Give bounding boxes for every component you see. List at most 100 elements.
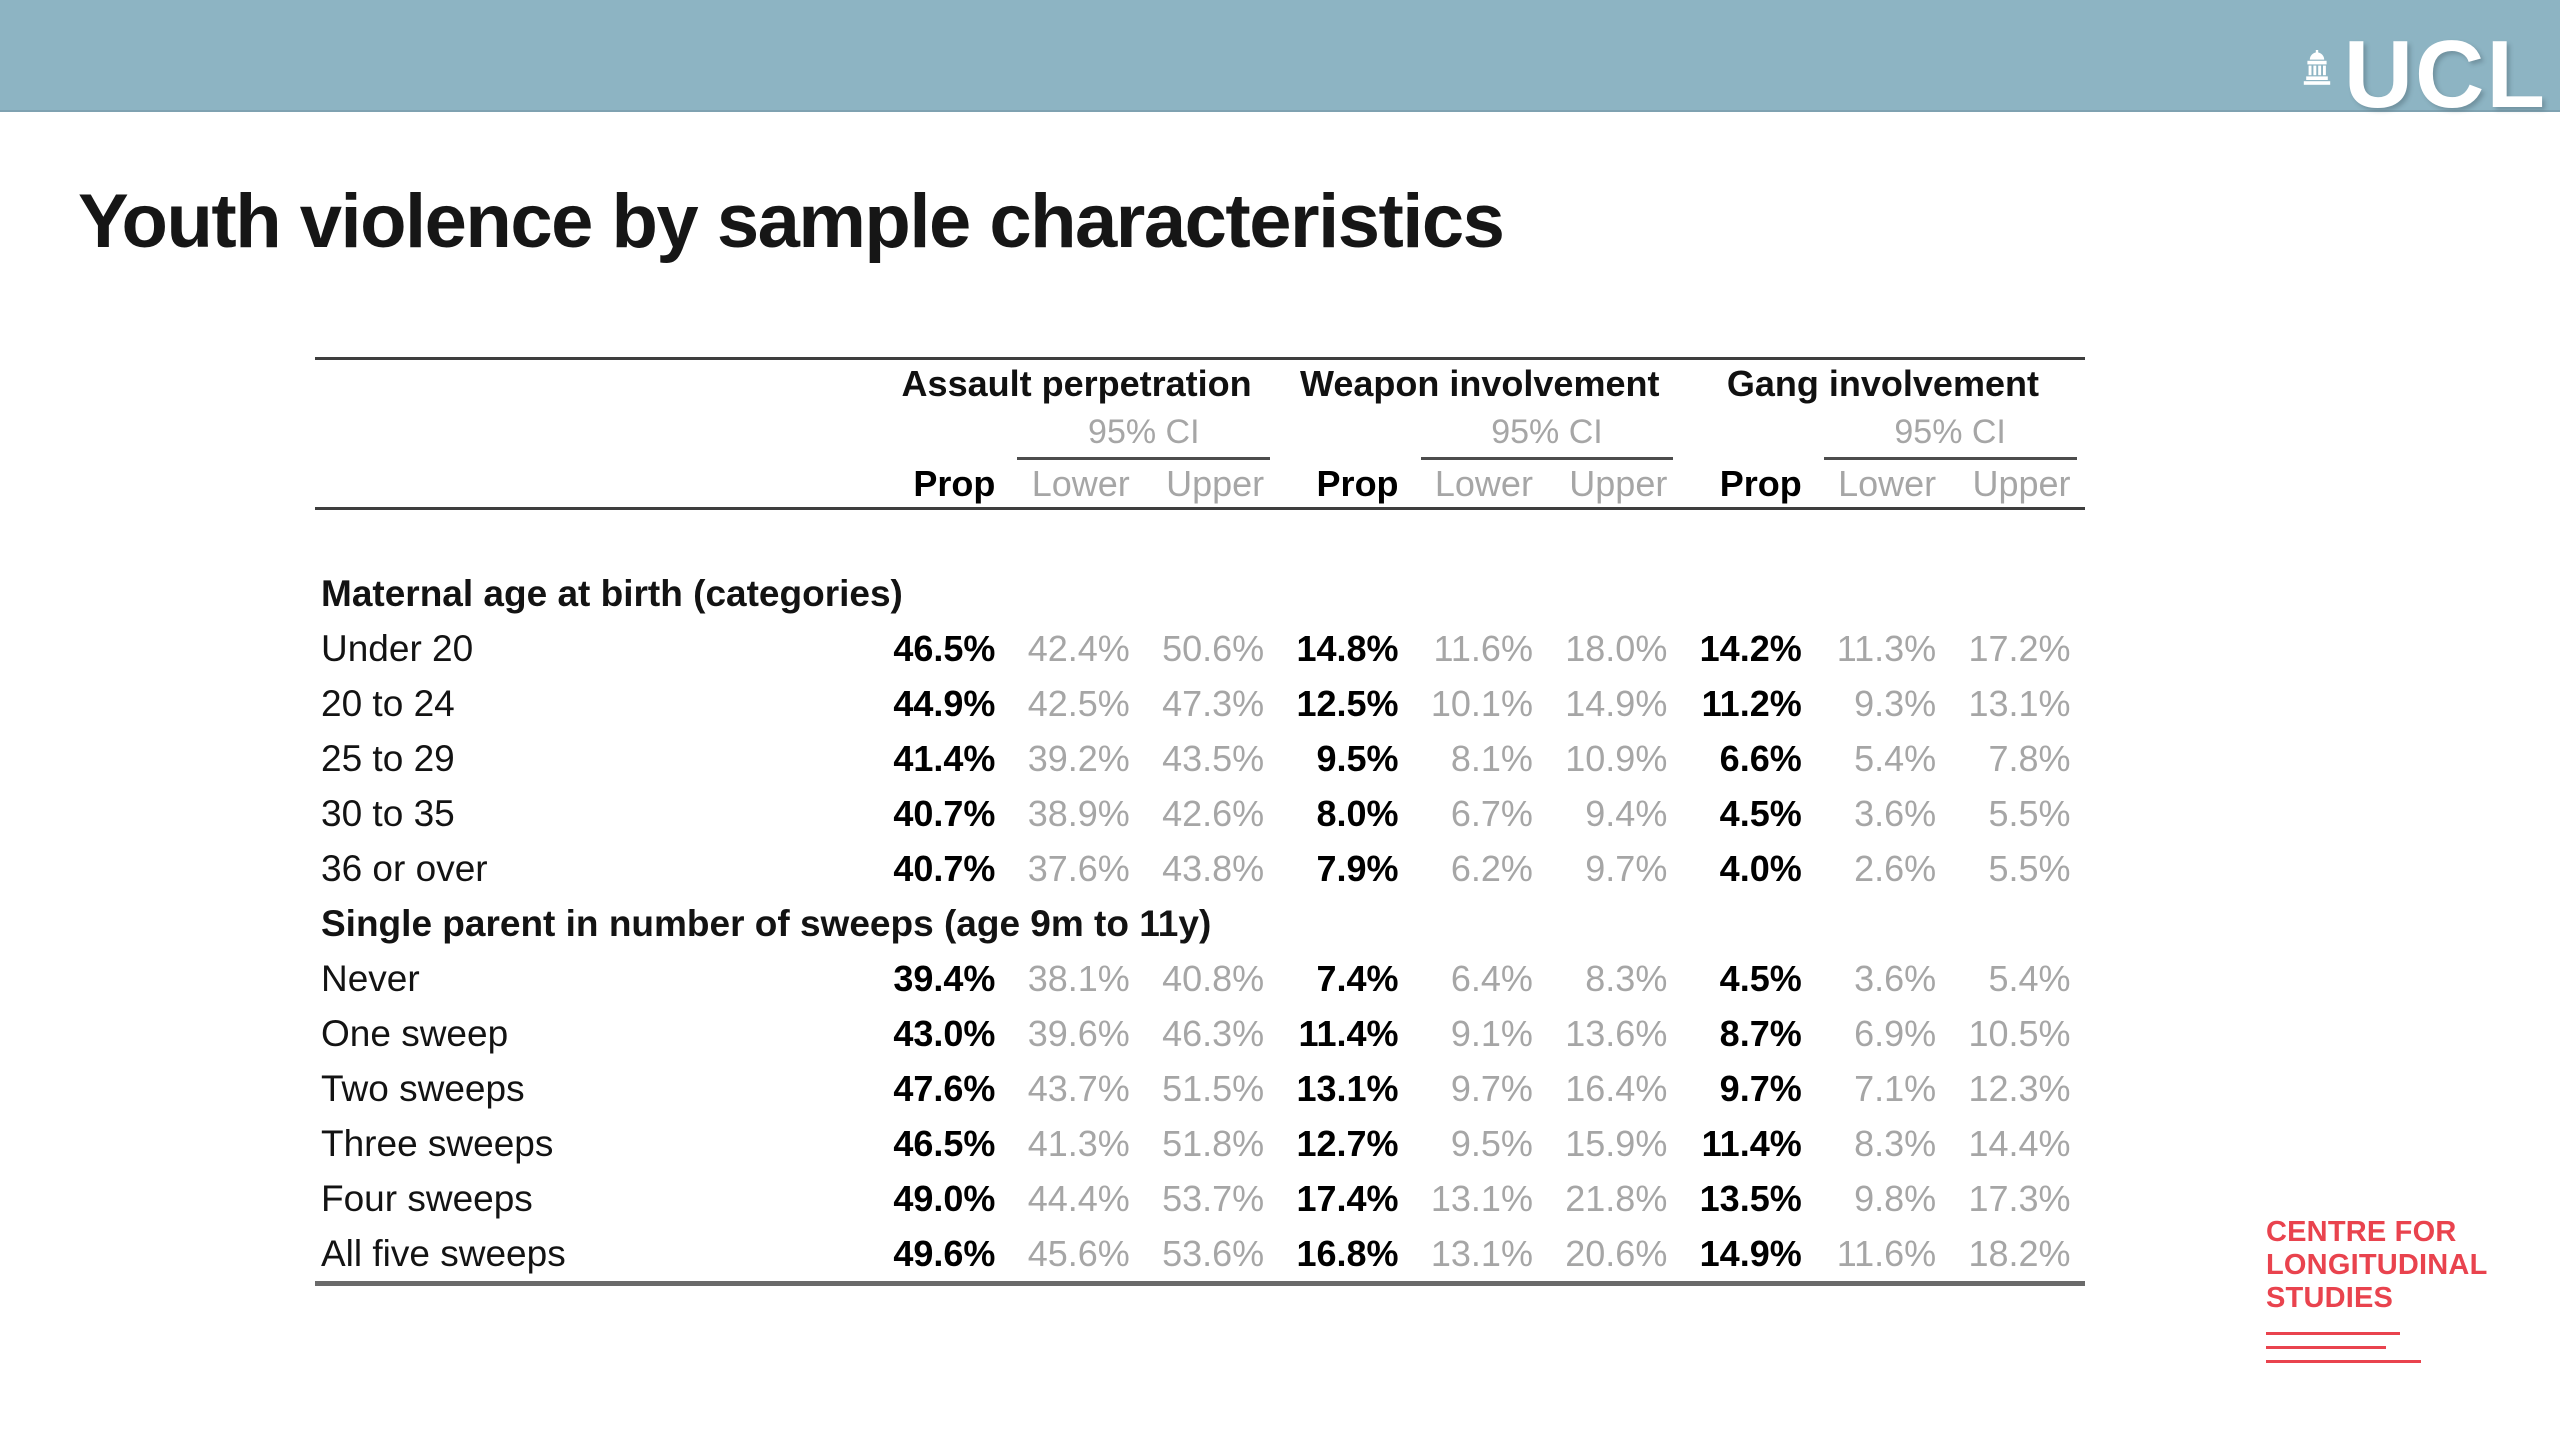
ci-value: 9.7% bbox=[1585, 847, 1668, 889]
ci-value: 6.4% bbox=[1450, 957, 1533, 999]
ci-value: 43.7% bbox=[1027, 1067, 1130, 1109]
ci-value: 13.1% bbox=[1430, 1232, 1533, 1274]
ci-value: 12.3% bbox=[1968, 1067, 2071, 1109]
prop-value: 7.9% bbox=[1316, 847, 1399, 889]
prop-value: 4.0% bbox=[1719, 847, 1802, 889]
table-header: Assault perpetration Weapon involvement Ga… bbox=[315, 357, 2085, 510]
table-row: One sweep 43.0% 39.6% 46.3% 11.4% 9.1% 13.6% 8.… bbox=[315, 1006, 2085, 1061]
prop-value: 12.5% bbox=[1296, 682, 1399, 724]
ci-value: 53.6% bbox=[1162, 1232, 1265, 1274]
ci-value: 6.2% bbox=[1450, 847, 1533, 889]
ci-value: 51.8% bbox=[1162, 1122, 1265, 1164]
ci-value: 38.1% bbox=[1027, 957, 1130, 999]
ci-value: 5.4% bbox=[1988, 957, 2071, 999]
ci-value: 11.6% bbox=[1433, 627, 1533, 669]
ci-value: 38.9% bbox=[1027, 792, 1130, 834]
prop-value: 17.4% bbox=[1296, 1177, 1399, 1219]
table-body: Maternal age at birth (categories) Under … bbox=[315, 566, 2085, 1281]
prop-value: 11.4% bbox=[1298, 1012, 1399, 1054]
table-row: Four sweeps 49.0% 44.4% 53.7% 17.4% 13.1% 21.8… bbox=[315, 1171, 2085, 1226]
ci-value: 5.4% bbox=[1854, 737, 1937, 779]
row-label: 25 to 29 bbox=[321, 737, 455, 779]
ucl-logo: UCL bbox=[2302, 21, 2547, 128]
ci-value: 9.1% bbox=[1450, 1012, 1533, 1054]
ci-value: 9.7% bbox=[1450, 1067, 1533, 1109]
prop-value: 9.7% bbox=[1719, 1067, 1802, 1109]
group-header: Assault perpetration bbox=[901, 363, 1252, 404]
prop-value: 13.1% bbox=[1296, 1067, 1399, 1109]
cls-logo-rule bbox=[2266, 1332, 2400, 1335]
prop-value: 46.5% bbox=[893, 627, 996, 669]
ci-value: 9.3% bbox=[1854, 682, 1937, 724]
ci-value: 42.5% bbox=[1027, 682, 1130, 724]
ci-value: 15.9% bbox=[1565, 1122, 1668, 1164]
prop-value: 4.5% bbox=[1719, 957, 1802, 999]
cls-logo-rules bbox=[2266, 1332, 2488, 1363]
ci-value: 18.2% bbox=[1968, 1232, 2071, 1274]
row-label: Under 20 bbox=[321, 627, 474, 669]
column-header-lower: Lower bbox=[1838, 462, 1937, 504]
ci-label: 95% CI bbox=[1420, 408, 1674, 460]
prop-value: 43.0% bbox=[893, 1012, 996, 1054]
ci-value: 7.8% bbox=[1988, 737, 2071, 779]
ci-label: 95% CI bbox=[1017, 408, 1271, 460]
prop-value: 49.0% bbox=[893, 1177, 996, 1219]
ucl-logo-text: UCL bbox=[2343, 21, 2547, 128]
ci-value: 3.6% bbox=[1854, 792, 1937, 834]
ci-value: 7.1% bbox=[1854, 1067, 1937, 1109]
row-label: Four sweeps bbox=[321, 1177, 533, 1219]
prop-value: 14.2% bbox=[1699, 627, 1802, 669]
section-header-label: Maternal age at birth (categories) bbox=[321, 572, 903, 614]
ci-value: 8.1% bbox=[1450, 737, 1533, 779]
prop-value: 40.7% bbox=[893, 847, 996, 889]
ci-value: 46.3% bbox=[1162, 1012, 1265, 1054]
ci-value: 41.3% bbox=[1027, 1122, 1130, 1164]
cls-logo-line: LONGITUDINAL bbox=[2266, 1249, 2488, 1281]
prop-value: 9.5% bbox=[1316, 737, 1399, 779]
ci-value: 43.5% bbox=[1162, 737, 1265, 779]
ci-value: 10.1% bbox=[1430, 682, 1533, 724]
ci-value: 37.6% bbox=[1027, 847, 1130, 889]
table-row: 30 to 35 40.7% 38.9% 42.6% 8.0% 6.7% 9.4% 4.5% 3… bbox=[315, 786, 2085, 841]
group-header: Gang involvement bbox=[1726, 363, 2039, 404]
ci-value: 9.4% bbox=[1585, 792, 1668, 834]
table-row: 25 to 29 41.4% 39.2% 43.5% 9.5% 8.1% 10.9% 6.6%… bbox=[315, 731, 2085, 786]
ci-value: 9.8% bbox=[1854, 1177, 1937, 1219]
ci-value: 8.3% bbox=[1854, 1122, 1937, 1164]
section-header-row: Single parent in number of sweeps (age 9… bbox=[315, 896, 2085, 951]
prop-value: 7.4% bbox=[1316, 957, 1399, 999]
ci-value: 39.6% bbox=[1027, 1012, 1130, 1054]
ci-value: 44.4% bbox=[1027, 1177, 1130, 1219]
prop-value: 46.5% bbox=[893, 1122, 996, 1164]
ci-value: 45.6% bbox=[1027, 1232, 1130, 1274]
column-header-prop: Prop bbox=[1316, 462, 1399, 504]
prop-value: 14.9% bbox=[1699, 1232, 1802, 1274]
prop-value: 8.0% bbox=[1316, 792, 1399, 834]
table-row: Three sweeps 46.5% 41.3% 51.8% 12.7% 9.5% 15.9… bbox=[315, 1116, 2085, 1171]
column-header-prop: Prop bbox=[913, 462, 996, 504]
prop-value: 40.7% bbox=[893, 792, 996, 834]
table-row: 36 or over 40.7% 37.6% 43.8% 7.9% 6.2% 9.7% 4.0… bbox=[315, 841, 2085, 896]
prop-value: 16.8% bbox=[1296, 1232, 1399, 1274]
column-header-upper: Upper bbox=[1166, 462, 1265, 504]
cls-logo: CENTRE FOR LONGITUDINAL STUDIES bbox=[2266, 1216, 2488, 1374]
column-header-upper: Upper bbox=[1569, 462, 1668, 504]
ci-value: 21.8% bbox=[1565, 1177, 1668, 1219]
row-label: Never bbox=[321, 957, 420, 999]
ci-value: 40.8% bbox=[1162, 957, 1265, 999]
column-header-prop: Prop bbox=[1719, 462, 1802, 504]
ci-value: 17.3% bbox=[1968, 1177, 2071, 1219]
column-header-row: Prop Lower Upper Prop Lower Upper Prop Lower Upp… bbox=[315, 460, 2085, 507]
ci-value: 16.4% bbox=[1565, 1067, 1668, 1109]
ci-value: 20.6% bbox=[1565, 1232, 1668, 1274]
prop-value: 44.9% bbox=[893, 682, 996, 724]
prop-value: 13.5% bbox=[1699, 1177, 1802, 1219]
ci-value: 13.1% bbox=[1430, 1177, 1533, 1219]
cls-logo-rule bbox=[2266, 1360, 2421, 1363]
ci-value: 10.5% bbox=[1968, 1012, 2071, 1054]
ci-value: 3.6% bbox=[1854, 957, 1937, 999]
ci-value: 8.3% bbox=[1585, 957, 1668, 999]
section-header-label: Single parent in number of sweeps (age 9… bbox=[321, 902, 1212, 944]
cls-logo-rule bbox=[2266, 1346, 2386, 1349]
ci-value: 50.6% bbox=[1162, 627, 1265, 669]
